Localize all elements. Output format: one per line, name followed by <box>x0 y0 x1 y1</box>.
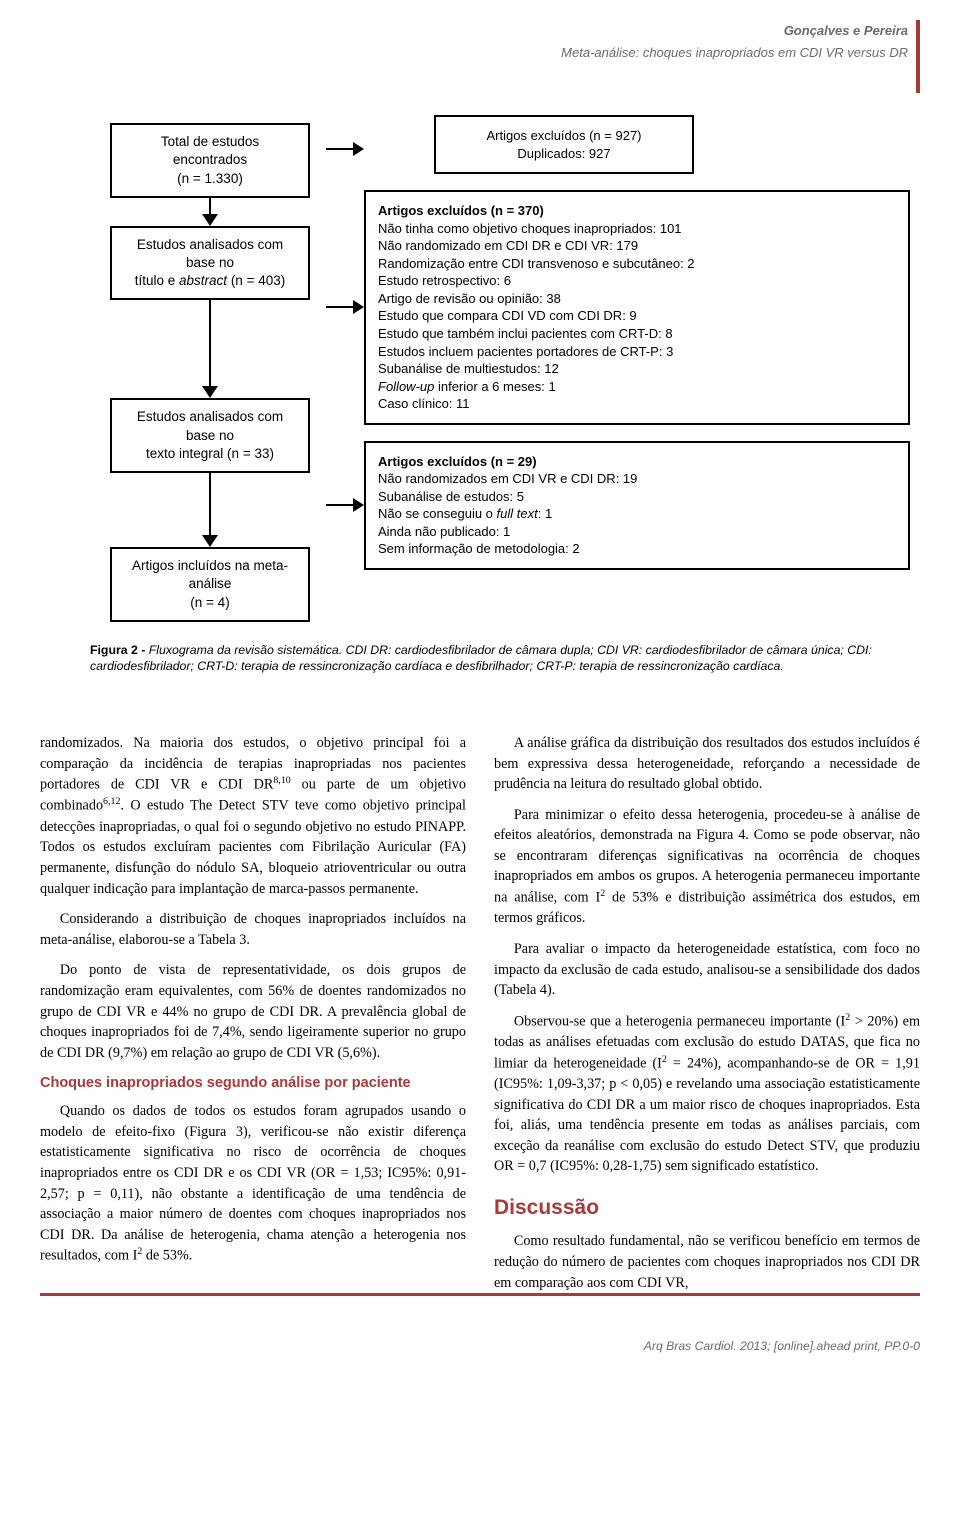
arrow-down-icon <box>202 535 218 547</box>
arrow-down-icon <box>202 386 218 398</box>
flow-r3-l2: Subanálise de estudos: 5 <box>378 488 896 506</box>
arrow-right-icon <box>353 498 364 512</box>
para-9: Como resultado fundamental, não se verif… <box>494 1231 920 1293</box>
para-5: A análise gráfica da distribuição dos re… <box>494 733 920 795</box>
flow-r3-l4: Ainda não publicado: 1 <box>378 523 896 541</box>
flow-box-fulltext-l2: texto integral (n = 33) <box>146 446 274 461</box>
figure-caption: Figura 2 - Fluxograma da revisão sistemá… <box>90 642 910 675</box>
flow-r2-l10i: Follow-up <box>378 379 434 394</box>
article-body: randomizados. Na maioria dos estudos, o … <box>40 733 920 1293</box>
flow-box-excl-29: Artigos excluídos (n = 29) Não randomiza… <box>364 441 910 570</box>
para-8: Observou-se que a heterogenia permaneceu… <box>494 1011 920 1177</box>
flow-box-included: Artigos incluídos na meta-análise (n = 4… <box>110 547 310 622</box>
flow-box-excl-370: Artigos excluídos (n = 370) Não tinha co… <box>364 190 910 425</box>
flow-box-included-l1: Artigos incluídos na meta-análise <box>132 558 288 591</box>
flow-box-fulltext-l1: Estudos analisados com base no <box>137 409 283 442</box>
flow-r2-l1: Não tinha como objetivo choques inapropr… <box>378 220 896 238</box>
flow-r3-l3b: : 1 <box>538 506 552 521</box>
section-heading-discussao: Discussão <box>494 1193 920 1223</box>
flow-box-total-l2: (n = 1.330) <box>177 171 243 186</box>
flow-right-column: Artigos excluídos (n = 927) Duplicados: … <box>364 123 910 622</box>
para-6: Para minimizar o efeito dessa heterogeni… <box>494 805 920 929</box>
running-header: Gonçalves e Pereira Meta-análise: choque… <box>40 20 920 93</box>
flow-r3-h: Artigos excluídos (n = 29) <box>378 453 896 471</box>
flow-r1-t1: Artigos excluídos (n = 927) <box>487 128 642 143</box>
flow-box-abstract-l2b: (n = 403) <box>227 273 285 288</box>
arrow-down-icon <box>202 214 218 226</box>
flow-box-total-l1: Total de estudos encontrados <box>161 134 259 167</box>
flow-stem <box>209 300 211 386</box>
flow-r3-l1: Não randomizados em CDI VR e CDI DR: 19 <box>378 470 896 488</box>
para-4: Quando os dados de todos os estudos fora… <box>40 1101 466 1266</box>
caption-text: Fluxograma da revisão sistemática. CDI D… <box>90 643 872 674</box>
flow-box-abstract-l2i: abstract <box>179 273 227 288</box>
para-1: randomizados. Na maioria dos estudos, o … <box>40 733 466 899</box>
flow-r3-l3i: full text <box>497 506 538 521</box>
flow-box-excl-dup: Artigos excluídos (n = 927) Duplicados: … <box>434 115 694 174</box>
flow-r2-l4: Estudo retrospectivo: 6 <box>378 272 896 290</box>
page-footer: Arq Bras Cardiol. 2013; [online].ahead p… <box>40 1293 920 1354</box>
flow-r2-l6: Estudo que compara CDI VD com CDI DR: 9 <box>378 307 896 325</box>
flow-r2-h: Artigos excluídos (n = 370) <box>378 202 896 220</box>
flow-box-abstract: Estudos analisados com base no título e … <box>110 226 310 301</box>
subsection-heading: Choques inapropriados segundo análise po… <box>40 1073 466 1094</box>
flow-stem <box>209 198 211 214</box>
flow-r2-l5: Artigo de revisão ou opinião: 38 <box>378 290 896 308</box>
flow-connector <box>326 300 364 314</box>
flow-r2-l10: inferior a 6 meses: 1 <box>434 379 555 394</box>
flow-stem <box>209 473 211 535</box>
flow-box-included-l2: (n = 4) <box>190 595 229 610</box>
flow-box-total: Total de estudos encontrados (n = 1.330) <box>110 123 310 198</box>
caption-lead: Figura 2 - <box>90 643 149 657</box>
flow-r2-l9: Subanálise de multiestudos: 12 <box>378 360 896 378</box>
para-3: Do ponto de vista de representatividade,… <box>40 960 466 1063</box>
flow-r2-l11: Caso clínico: 11 <box>378 395 896 413</box>
flow-r2-l2: Não randomizado em CDI DR e CDI VR: 179 <box>378 237 896 255</box>
flow-r3-l5: Sem informação de metodologia: 2 <box>378 540 896 558</box>
flowchart-figure: Total de estudos encontrados (n = 1.330)… <box>40 93 920 695</box>
flow-connector <box>326 498 364 512</box>
arrow-right-icon <box>353 142 364 156</box>
para-7: Para avaliar o impacto da heterogeneidad… <box>494 939 920 1001</box>
flow-r2-l8: Estudos incluem pacientes portadores de … <box>378 343 896 361</box>
para-2: Considerando a distribuição de choques i… <box>40 909 466 950</box>
header-authors: Gonçalves e Pereira <box>40 22 908 40</box>
flow-r2-l3: Randomização entre CDI transvenoso e sub… <box>378 255 896 273</box>
flow-box-fulltext: Estudos analisados com base no texto int… <box>110 398 310 473</box>
flow-left-column: Total de estudos encontrados (n = 1.330)… <box>90 123 330 622</box>
flow-connector <box>326 142 364 156</box>
flow-box-abstract-l2a: título e <box>135 273 179 288</box>
flow-box-abstract-l1: Estudos analisados com base no <box>137 237 283 270</box>
flow-r1-t2: Duplicados: 927 <box>517 146 610 161</box>
flow-r2-l7: Estudo que também inclui pacientes com C… <box>378 325 896 343</box>
header-title: Meta-análise: choques inapropriados em C… <box>40 44 908 62</box>
flow-r3-l3a: Não se conseguiu o <box>378 506 497 521</box>
footer-citation: Arq Bras Cardiol. 2013; [online].ahead p… <box>40 1322 920 1354</box>
footer-bar <box>40 1293 920 1296</box>
arrow-right-icon <box>353 300 364 314</box>
